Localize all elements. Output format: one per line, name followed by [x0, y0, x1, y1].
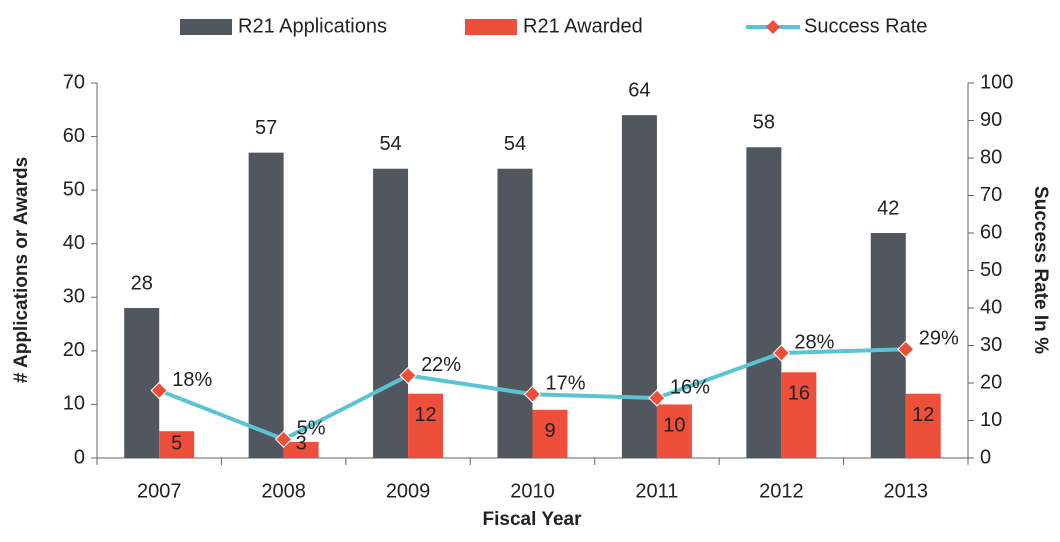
bar-label: 58 [753, 112, 775, 134]
line-label: 29% [919, 328, 959, 350]
y-tick-label: 70 [63, 71, 85, 93]
y-tick-label: 0 [74, 446, 85, 468]
bar-label: 10 [663, 415, 685, 437]
legend-label: R21 Applications [238, 15, 387, 37]
bar [283, 441, 319, 458]
x-tick-label: 2011 [635, 480, 678, 502]
bar [124, 308, 160, 458]
y2-tick-label: 70 [980, 184, 1002, 206]
marker [150, 381, 168, 400]
x-tick-label: 2008 [261, 480, 306, 502]
y2-tick-label: 90 [980, 109, 1002, 131]
bar [159, 431, 195, 458]
x-axis-title: Fiscal Year [483, 509, 583, 530]
bar [746, 147, 782, 459]
bar [656, 404, 692, 458]
bar-label: 12 [414, 404, 436, 426]
bar-label: 28 [131, 272, 153, 294]
bar-label: 57 [255, 117, 277, 139]
bar-label: 9 [544, 420, 555, 442]
bar [497, 168, 533, 458]
bar [408, 393, 444, 458]
x-tick-label: 2007 [137, 480, 182, 502]
line-label: 22% [421, 354, 461, 376]
x-tick-label: 2009 [386, 480, 431, 502]
x-tick-label: 2013 [884, 480, 929, 502]
y-tick-label: 60 [63, 125, 85, 147]
bar-label: 16 [788, 383, 810, 405]
legend-label: Success Rate [804, 15, 927, 37]
bar [781, 372, 817, 458]
y2-tick-label: 50 [980, 259, 1002, 281]
legend-swatch [180, 19, 232, 35]
y2-tick-label: 80 [980, 146, 1002, 168]
bar-label: 5 [171, 432, 182, 454]
bar [373, 168, 409, 458]
line-label: 16% [670, 376, 710, 398]
y2-tick-label: 60 [980, 221, 1002, 243]
legend-label: R21 Awarded [523, 15, 643, 37]
marker [772, 344, 791, 362]
marker [897, 340, 915, 358]
marker [523, 385, 542, 403]
x-tick-label: 2012 [759, 480, 804, 502]
y2-tick-label: 30 [980, 334, 1002, 356]
y2-tick-label: 20 [980, 371, 1002, 393]
marker [648, 389, 666, 407]
bar [248, 152, 284, 458]
x-tick-label: 2010 [510, 480, 555, 502]
bar-label: 3 [296, 432, 307, 454]
y-axis-title: # Applications or Awards [11, 157, 32, 383]
line-label: 18% [172, 369, 212, 391]
bar [870, 233, 906, 458]
bar-label: 42 [877, 197, 899, 219]
marker [274, 430, 293, 448]
line-label: 28% [794, 331, 834, 353]
bar-label: 54 [504, 133, 526, 155]
y2-tick-label: 0 [980, 446, 991, 468]
marker [399, 366, 417, 385]
y-tick-label: 30 [63, 286, 85, 308]
y-tick-label: 40 [63, 232, 85, 254]
legend-marker [766, 20, 780, 34]
bar-label: 64 [628, 79, 650, 101]
legend-swatch [465, 19, 517, 35]
y-tick-label: 20 [63, 339, 85, 361]
y-tick-label: 10 [63, 393, 85, 415]
bar [532, 409, 568, 458]
bar [905, 393, 941, 458]
y2-axis-title: Success Rate In % [1030, 186, 1051, 354]
line-label: 5% [297, 418, 326, 440]
bar-label: 12 [912, 404, 934, 426]
y2-tick-label: 40 [980, 296, 1002, 318]
y-tick-label: 50 [63, 178, 85, 200]
bar-label: 54 [379, 133, 401, 155]
bar [621, 115, 657, 459]
y2-tick-label: 10 [980, 409, 1002, 431]
y2-tick-label: 100 [980, 71, 1013, 93]
line-label: 17% [546, 373, 586, 395]
